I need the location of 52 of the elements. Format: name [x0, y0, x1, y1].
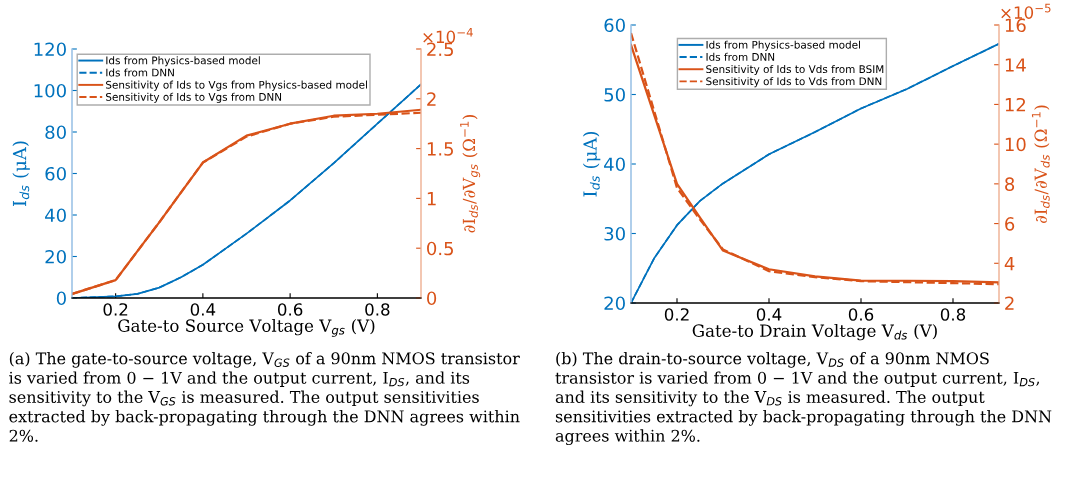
legend-label: Sensitivity of Ids to Vds from DNN — [706, 77, 882, 88]
y-tick-label: 40 — [604, 157, 625, 172]
y-tick-label: 20 — [45, 249, 66, 264]
x-tick-label: 0.6 — [848, 308, 874, 321]
y2-tick-label: 6 — [1005, 217, 1015, 231]
y2-axis-title: ∂I$_{ds}$/∂V$_{ds}$ (Ω$^{−1}$) — [1031, 105, 1050, 223]
y2-tick-label: 10 — [1005, 137, 1026, 152]
y-axis-title: I$_{ds}$ (μA) — [582, 132, 601, 197]
y-tick-label: 0 — [56, 291, 66, 306]
legend-label: Ids from Physics-based model — [706, 40, 860, 51]
text: (a) The gate-to-source voltage, V$_{GS}$ of a 90nm NMOS transistor is varied from 0 − 1V and the output current, I$_{DS}$, and its sensitivity to the V$_{GS}$ is measured. The output sensitivities extracted by back-propagating through the DNN agrees within 2%. — [9, 352, 520, 442]
y2-axis-title: ∂I$_{ds}$/∂V$_{gs}$ (Ω$^{−1}$) — [460, 115, 481, 233]
y2-tick-label: 4 — [1004, 256, 1015, 271]
y2-tick-label: 16 — [1005, 18, 1026, 33]
legend-label: Sensitivity of Ids to Vgs from DNN — [106, 92, 282, 103]
y2-tick-label: 1 — [427, 192, 436, 206]
text: ×10$^{−4}$ — [423, 28, 473, 44]
x-axis-title: Gate-to Drain Voltage V$_{ds}$ (V) — [692, 323, 937, 341]
x-axis-title: Gate-to Source Voltage V$_{gs}$ (V) — [118, 318, 375, 337]
y2-tick-label: 1.5 — [427, 142, 453, 156]
y-tick-label: 80 — [45, 125, 66, 140]
text: (b) The drain-to-source voltage, V$_{DS}$ of a 90nm NMOS transistor is varied from 0 − 1V and the output current, I$_{DS}$, and its sensitivity to the V$_{DS}$ is measured. The output sensitivities extracted by back-propagating through the DNN agrees within 2%. — [555, 352, 1052, 446]
y2-tick-label: 2 — [427, 92, 436, 106]
x-tick-label: 0.4 — [190, 303, 216, 316]
y2-tick-label: 2.5 — [427, 42, 453, 57]
x-tick-label: 0.4 — [756, 308, 782, 321]
legend-label: Ids from DNN — [106, 68, 174, 77]
y-axis-title: I$_{ds}$ (μA) — [12, 141, 30, 207]
legend-label: Sensitivity of Ids to Vds from BSIM — [706, 64, 884, 76]
y2-tick-label: 0.5 — [427, 241, 453, 256]
y-tick-label: 40 — [45, 208, 66, 223]
x-tick-label: 0.8 — [365, 303, 390, 316]
y2-tick-label: 12 — [1005, 97, 1026, 112]
legend-label: Sensitivity of Ids to Vgs from Physics-based model — [106, 80, 367, 91]
y-tick-label: 100 — [34, 83, 66, 98]
y-tick-label: 60 — [45, 166, 66, 181]
x-tick-label: 0.2 — [664, 308, 689, 321]
x-tick-label: 0.2 — [103, 303, 128, 316]
legend-label: Ids from Physics-based model — [106, 56, 260, 67]
y-tick-label: 60 — [604, 18, 625, 33]
y2-tick-label: 14 — [1005, 58, 1026, 72]
y2-tick-label: 2 — [1005, 296, 1014, 310]
legend-label: Ids from DNN — [706, 52, 775, 61]
y2-tick-label: 0 — [427, 291, 437, 306]
y-tick-label: 120 — [34, 42, 66, 57]
y-tick-label: 30 — [604, 226, 625, 241]
x-tick-label: 0.8 — [940, 308, 966, 321]
y2-tick-label: 8 — [1005, 177, 1015, 191]
x-tick-label: 0.6 — [277, 303, 303, 316]
text: ×10$^{−5}$ — [1001, 3, 1051, 19]
y-tick-label: 50 — [604, 87, 625, 102]
y-tick-label: 20 — [604, 296, 625, 311]
